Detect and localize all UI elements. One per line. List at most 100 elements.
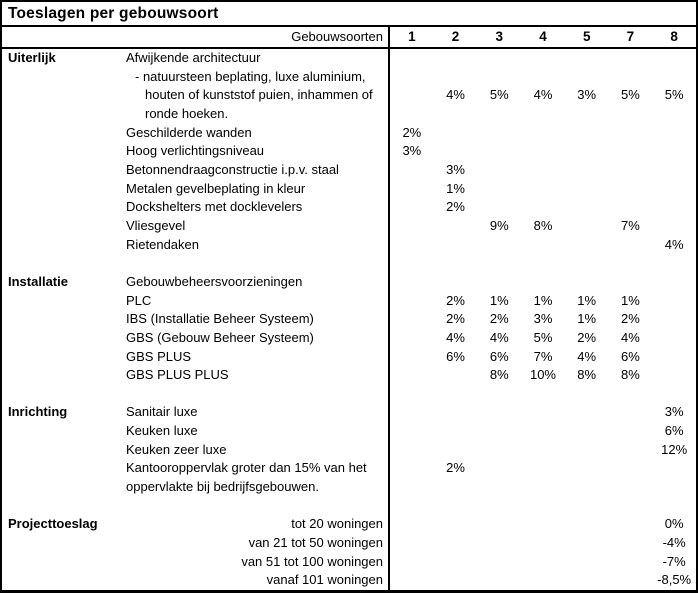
value-cell-col2 [434,441,478,460]
value-cell-col5: 1% [577,311,597,327]
value-cell-col8 [652,478,696,497]
value-cell-col3 [477,441,521,460]
value-cell-col4 [521,497,565,516]
value-cell-col4: 8% [533,217,553,233]
value-cell-col4 [521,273,565,292]
value-cell-col3 [477,534,521,553]
row-label: Gebouwbeheersvoorzieningen [126,273,303,289]
table-row: Installatie Gebouwbeheersvoorzieningen [2,272,696,292]
value-cell-col7: 6% [621,348,640,364]
row-values: 4% 4% 5% 2% 4% [388,328,696,348]
table-row: Hoog verlichtingsniveau 3% [2,142,696,161]
value-cell-col1 [390,441,434,460]
section-label: Inrichting [8,404,68,420]
value-cell-col3 [477,124,521,143]
section-label [2,553,126,572]
value-cell-col8 [652,217,696,236]
value-cell-col3 [477,459,521,478]
table-row: Inrichting Sanitair luxe 3% [2,403,696,423]
value-cell-col8 [652,68,696,87]
value-cell-col8: -7% [662,553,686,569]
value-cell-col4 [521,161,565,180]
value-cell-col8 [652,366,696,385]
section-label [2,86,126,105]
value-cell-col2 [434,254,478,273]
value-cell-col8 [652,497,696,516]
row-values [388,254,696,273]
value-cell-col8 [652,198,696,217]
row-label: vanaf 101 woningen [266,572,383,588]
row-label: Keuken luxe [126,423,198,439]
table-row: vanaf 101 woningen -8,5% [2,571,696,590]
table-row: Dockshelters met docklevelers 2% [2,198,696,217]
value-cell-col7 [609,198,653,217]
row-values: 1% [388,179,696,199]
value-cell-col2 [434,236,478,255]
value-cell-col3 [477,161,521,180]
value-cell-col1 [390,366,434,385]
value-cell-col8: 3% [664,404,684,420]
value-cell-col1 [390,236,434,255]
value-cell-col8 [652,254,696,273]
value-cell-col1 [390,292,434,311]
row-label: GBS PLUS [126,348,192,364]
value-cell-col4 [521,142,565,161]
row-values: 0% [388,515,696,535]
value-cell-col3 [477,553,521,572]
table-row: Vliesgevel 9% 8% 7% [2,216,696,236]
value-cell-col4: 4% [533,87,553,103]
section-label [2,124,126,143]
row-label: Metalen gevelbeplating in kleur [126,180,306,196]
table-title-row: Toeslagen per gebouwsoort [2,2,696,27]
value-cell-col3: 9% [489,217,509,233]
value-cell-col5 [565,515,609,534]
value-cell-col8 [652,459,696,478]
value-cell-col5 [565,553,609,572]
value-cell-col5: 8% [577,367,597,383]
value-cell-col4 [521,422,565,441]
column-header-3: 3 [495,29,504,44]
value-cell-col7 [609,553,653,572]
value-cell-col7: 2% [621,311,640,327]
table-row [2,254,696,273]
section-label [2,366,126,385]
section-label [2,236,126,255]
table-row: Keuken zeer luxe 12% [2,440,696,460]
value-cell-col7 [609,68,653,87]
section-label [2,217,126,236]
row-label: IBS (Installatie Beheer Systeem) [126,311,314,327]
row-values: 2% 1% 1% 1% 1% [388,291,696,311]
value-cell-col2 [434,478,478,497]
value-cell-col4 [521,459,565,478]
value-cell-col4 [521,553,565,572]
value-cell-col5 [565,571,609,590]
section-label: Uiterlijk [8,50,56,65]
value-cell-col2: 2% [446,460,465,476]
value-cell-col8: 6% [664,423,684,439]
section-label [2,422,126,441]
section-label [2,385,126,404]
value-cell-col4 [521,180,565,199]
value-cell-col8: -8,5% [657,572,692,588]
row-values: 2% 2% 3% 1% 2% [388,310,696,329]
row-label [126,497,388,516]
section-label [2,161,126,180]
value-cell-col3 [477,180,521,199]
row-label: oppervlakte bij bedrijfsgebouwen. [126,479,319,495]
value-cell-col3 [477,403,521,422]
value-cell-col4 [521,68,565,87]
value-cell-col5 [565,142,609,161]
row-label: PLC [126,292,152,308]
row-label: ronde hoeken. [145,105,229,121]
value-cell-col1 [390,515,434,534]
row-values: -8,5% [388,571,696,590]
row-values: 2% [388,459,696,479]
row-label: Hoog verlichtingsniveau [126,143,265,159]
value-cell-col1 [390,497,434,516]
value-cell-col1 [390,571,434,590]
value-cell-col5 [565,441,609,460]
row-label: Rietendaken [126,236,199,252]
row-label: van 21 tot 50 woningen [248,535,383,551]
row-label: Sanitair luxe [126,404,198,420]
value-cell-col7 [609,571,653,590]
